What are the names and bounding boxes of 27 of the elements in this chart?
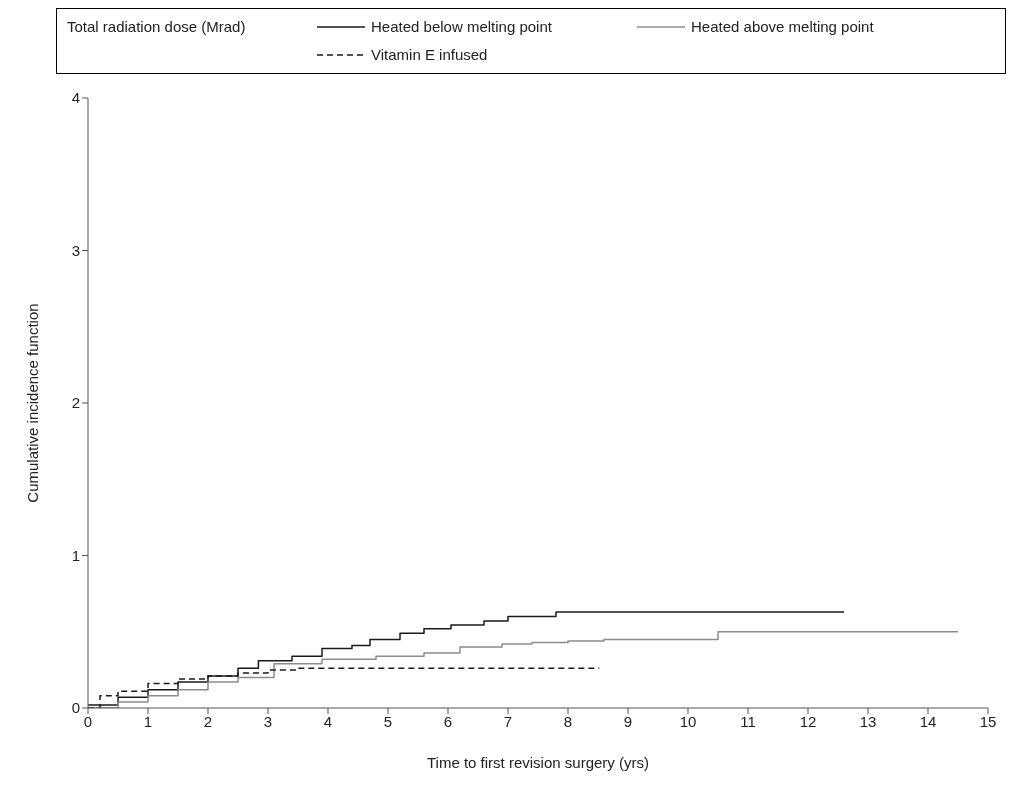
x-tick-label: 5 <box>383 712 393 730</box>
x-tick-label: 15 <box>979 712 997 730</box>
x-axis-title: Time to first revision surgery (yrs) <box>427 754 649 771</box>
x-tick-label: 12 <box>799 712 817 730</box>
x-tick-label: 10 <box>679 712 697 730</box>
x-tick-label: 8 <box>563 712 573 730</box>
x-tick-label: 0 <box>83 712 93 730</box>
legend-label: Vitamin E infused <box>370 45 489 65</box>
x-tick-label: 4 <box>323 712 333 730</box>
y-tick-label: 0 <box>71 699 80 717</box>
x-tick-label: 11 <box>740 712 756 730</box>
x-tick-label: 2 <box>203 712 213 730</box>
y-axis-title: Cumulative incidence function <box>24 303 42 503</box>
y-tick-label: 1 <box>71 546 80 564</box>
y-tick-label: 2 <box>71 394 80 412</box>
x-tick-label: 14 <box>919 712 937 730</box>
x-tick-label: 1 <box>143 712 153 730</box>
x-tick-label: 6 <box>443 712 453 730</box>
x-tick-label: 3 <box>263 712 273 730</box>
legend-title: Total radiation dose (Mrad) <box>67 17 247 37</box>
legend-label: Heated above melting point <box>690 17 875 37</box>
legend-label: Heated below melting point <box>370 17 553 37</box>
x-tick-label: 9 <box>623 712 633 730</box>
x-tick-label: 13 <box>859 712 877 730</box>
x-tick-label: 7 <box>503 712 513 730</box>
y-tick-label: 3 <box>71 241 80 259</box>
y-tick-label: 4 <box>71 89 80 107</box>
